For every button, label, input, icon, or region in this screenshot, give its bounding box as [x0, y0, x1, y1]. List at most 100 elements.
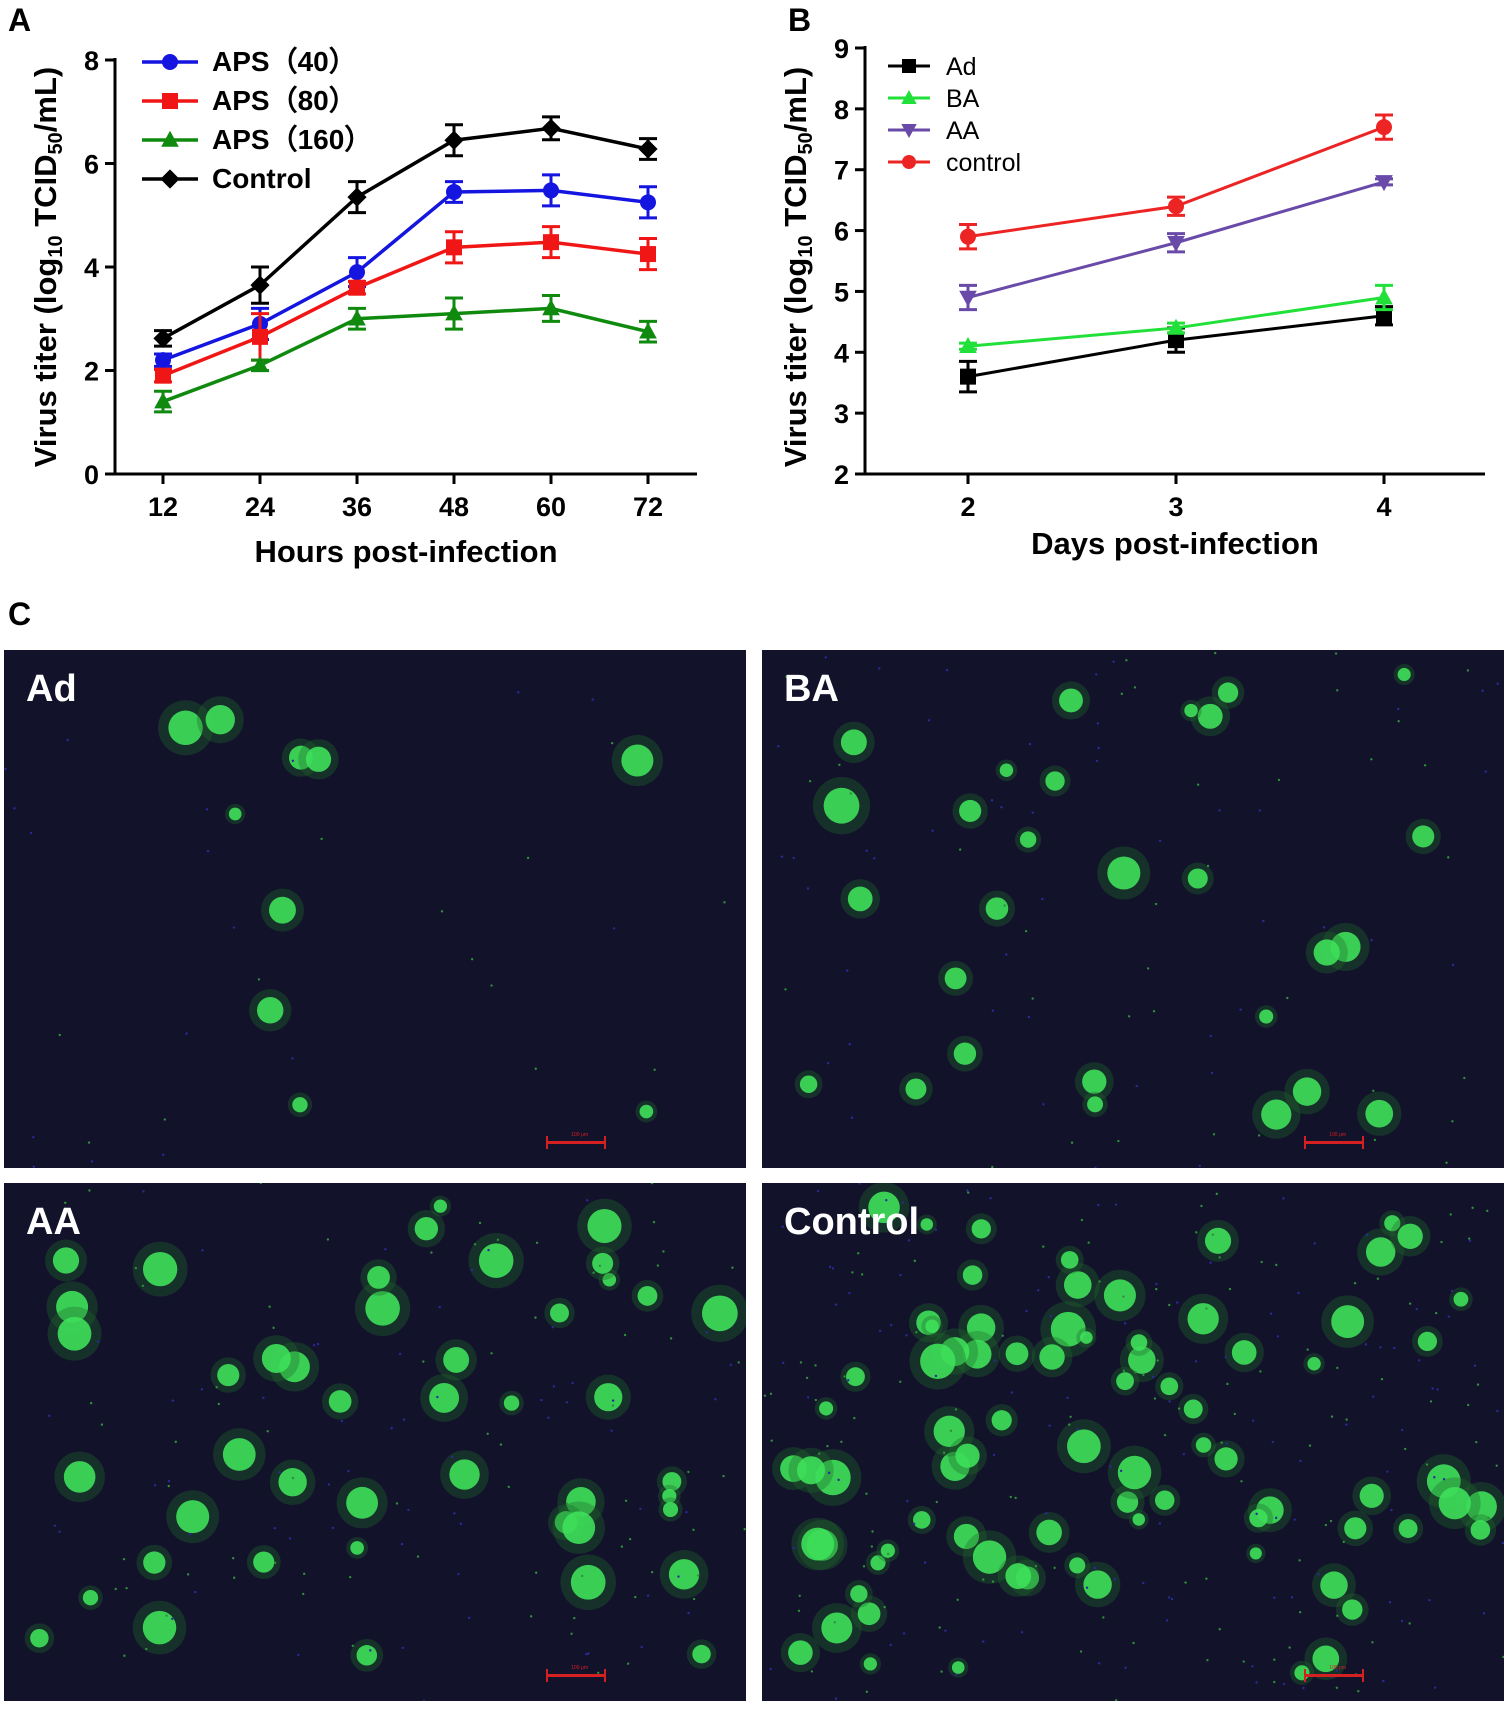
data-point — [251, 356, 269, 373]
speck — [833, 1621, 837, 1624]
series-line — [162, 240, 649, 378]
speck — [326, 1238, 330, 1241]
cell — [1187, 868, 1208, 889]
series-line — [967, 125, 1385, 239]
speck — [1271, 1440, 1275, 1444]
cell — [621, 744, 654, 777]
speck — [1299, 1459, 1302, 1463]
speck — [507, 1485, 510, 1489]
cell — [1231, 1340, 1257, 1365]
speck — [1168, 1400, 1171, 1403]
speck — [416, 1555, 420, 1558]
cell — [662, 1501, 679, 1518]
speck — [714, 1398, 717, 1401]
speck — [1209, 1034, 1212, 1038]
cell — [1050, 1311, 1086, 1347]
speck — [993, 1359, 996, 1362]
cell — [801, 1527, 835, 1561]
speck — [1045, 1512, 1048, 1515]
speck — [29, 831, 33, 835]
speck — [1212, 1133, 1216, 1136]
cell — [443, 1346, 470, 1373]
cell — [256, 997, 284, 1024]
cell — [991, 1410, 1012, 1431]
speck — [938, 1626, 941, 1629]
speck — [848, 1291, 851, 1295]
speck — [1425, 1463, 1429, 1466]
speck — [64, 1201, 67, 1204]
speck — [1293, 1518, 1296, 1521]
cell — [222, 1438, 256, 1471]
speck — [490, 984, 493, 987]
series-3 — [154, 293, 657, 414]
legend-label: Control — [212, 163, 312, 194]
cell — [1313, 939, 1340, 966]
speck — [653, 1068, 656, 1071]
speck — [958, 848, 962, 851]
speck — [232, 926, 236, 929]
data-point — [1167, 235, 1185, 252]
speck — [610, 1429, 613, 1432]
data-point — [1168, 332, 1184, 349]
speck — [1496, 682, 1499, 685]
speck — [784, 988, 787, 991]
speck — [565, 1502, 569, 1506]
speck — [1095, 673, 1098, 676]
speck — [534, 1571, 538, 1574]
speck — [598, 1264, 602, 1268]
cell — [857, 1602, 881, 1626]
cell — [142, 1251, 178, 1287]
speck — [846, 969, 849, 972]
speck — [1282, 1197, 1285, 1200]
cell — [63, 1461, 96, 1493]
speck — [1226, 1382, 1229, 1386]
speck — [1198, 1164, 1201, 1168]
cell — [962, 1339, 992, 1369]
speck — [1322, 926, 1326, 929]
cell — [639, 1104, 654, 1119]
speck — [1418, 1359, 1421, 1362]
x-axis-title: Hours post-infection — [254, 534, 557, 569]
legend-marker — [901, 124, 917, 139]
speck — [623, 1333, 627, 1337]
cell — [999, 763, 1014, 778]
speck — [165, 1614, 168, 1617]
speck — [927, 719, 931, 722]
speck — [499, 1443, 503, 1446]
speck — [1400, 1428, 1404, 1432]
speck — [1397, 720, 1400, 723]
speck — [991, 1580, 995, 1583]
panel-label-c: C — [8, 596, 32, 632]
data-point — [252, 328, 268, 345]
speck — [1176, 1301, 1179, 1304]
speck — [291, 1057, 294, 1060]
cell — [1187, 1303, 1219, 1335]
speck — [1133, 686, 1137, 689]
speck — [1079, 1650, 1083, 1653]
speck — [1440, 1240, 1443, 1244]
cell — [594, 1383, 623, 1412]
speck — [347, 1469, 350, 1473]
cell — [205, 705, 235, 735]
speck — [1335, 1686, 1339, 1689]
cell — [925, 1319, 939, 1333]
speck — [1205, 1577, 1208, 1580]
speck — [1233, 1412, 1237, 1416]
y-tick-label: 9 — [834, 34, 849, 64]
series-1 — [154, 173, 657, 369]
speck — [792, 1546, 796, 1550]
cell — [1292, 1077, 1322, 1106]
speck — [398, 1352, 402, 1356]
speck — [1097, 1203, 1100, 1207]
speck — [1298, 1610, 1302, 1614]
cell — [955, 1443, 980, 1468]
cell — [56, 1290, 89, 1323]
speck — [1224, 1356, 1227, 1359]
speck — [722, 1474, 725, 1478]
cell — [1107, 856, 1141, 890]
speck — [161, 1153, 165, 1156]
speck — [1156, 1359, 1159, 1362]
speck — [824, 656, 828, 659]
speck — [692, 1528, 695, 1532]
micrograph-label: AA — [26, 1201, 81, 1243]
